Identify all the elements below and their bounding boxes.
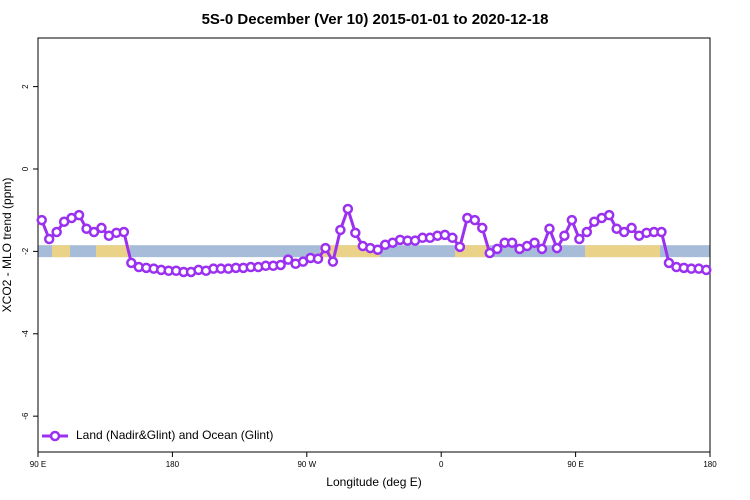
- marker: [551, 242, 563, 254]
- legend-label: Land (Nadir&Glint) and Ocean (Glint): [76, 428, 273, 442]
- land: [585, 245, 660, 258]
- marker: [342, 203, 354, 215]
- y-tick-label: -6: [21, 412, 30, 420]
- land: [455, 245, 490, 258]
- marker: [663, 257, 675, 269]
- marker: [559, 230, 570, 241]
- x-tick-label: 0: [439, 460, 444, 469]
- marker: [477, 222, 488, 234]
- land: [52, 245, 70, 258]
- marker: [118, 226, 130, 238]
- legend-marker: [49, 430, 61, 442]
- marker: [447, 232, 458, 244]
- marker: [506, 237, 518, 248]
- x-axis-label: Longitude (deg E): [326, 475, 421, 489]
- marker: [529, 237, 540, 248]
- marker: [454, 241, 466, 253]
- chart-title: 5S-0 December (Ver 10) 2015-01-01 to 202…: [202, 11, 549, 28]
- marker: [574, 233, 585, 245]
- marker: [618, 226, 630, 238]
- marker: [656, 226, 667, 238]
- plot-frame: [37, 37, 711, 453]
- y-tick-label: 0: [21, 166, 30, 171]
- marker: [282, 254, 294, 265]
- marker: [36, 214, 47, 226]
- y-tick-label: -4: [21, 330, 30, 338]
- y-tick-label: -2: [21, 247, 30, 255]
- y-axis-label: XCO2 - MLO trend (ppm): [0, 178, 14, 313]
- marker: [320, 242, 331, 254]
- marker: [491, 243, 503, 255]
- marker: [312, 253, 324, 265]
- marker: [701, 264, 712, 276]
- marker: [73, 209, 85, 221]
- land: [96, 245, 130, 258]
- marker: [96, 222, 107, 234]
- marker: [275, 259, 286, 271]
- marker: [484, 247, 495, 259]
- x-tick-label: 180: [703, 460, 717, 469]
- x-tick-label: 90 E: [567, 460, 583, 469]
- marker: [566, 214, 578, 226]
- y-tick-label: 2: [21, 84, 30, 89]
- marker: [581, 226, 593, 238]
- marker: [126, 257, 137, 269]
- marker: [350, 227, 361, 239]
- x-tick-label: 90 W: [297, 460, 316, 469]
- marker: [536, 243, 548, 255]
- land: [320, 245, 380, 258]
- marker: [372, 244, 383, 255]
- marker: [88, 226, 100, 238]
- marker: [603, 209, 615, 221]
- marker: [626, 222, 637, 234]
- x-tick-label: 90 E: [30, 460, 46, 469]
- x-tick-label: 180: [166, 460, 180, 469]
- marker: [43, 233, 55, 245]
- marker: [335, 224, 346, 236]
- marker: [51, 226, 62, 238]
- marker: [327, 256, 339, 267]
- marker: [544, 223, 555, 234]
- marker: [469, 214, 481, 226]
